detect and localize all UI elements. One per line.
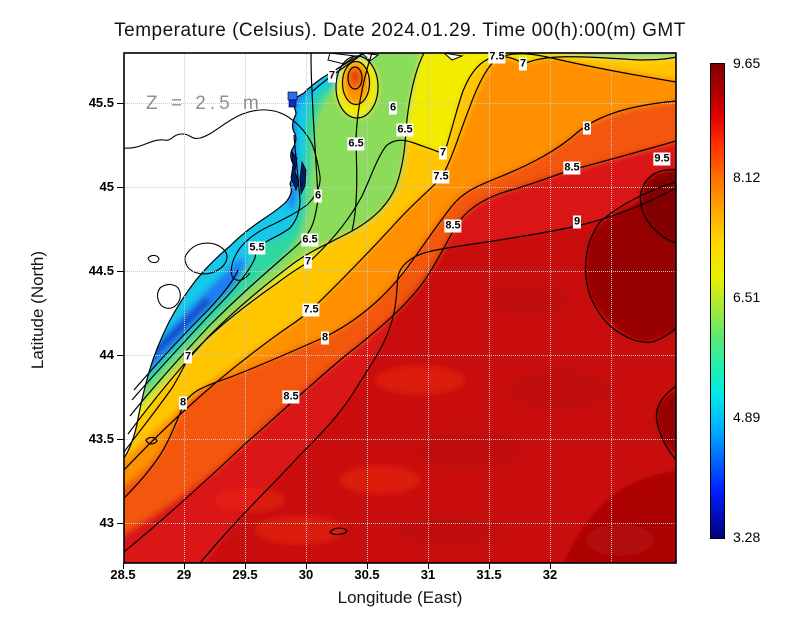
x-tick-label: 30: [298, 567, 314, 582]
contour-label: 8.5: [563, 161, 581, 175]
grid-line-vertical: [428, 53, 429, 563]
grid-line-horizontal: [124, 187, 676, 188]
x-tick-label: 31.5: [476, 567, 502, 582]
contour-label: 6: [388, 101, 398, 115]
x-tick-label: 30.5: [354, 567, 380, 582]
x-tick-label: 31: [420, 567, 436, 582]
y-tick-label: 45: [99, 179, 114, 194]
x-tick-mark: [184, 563, 185, 569]
contour-label: 7: [438, 146, 448, 160]
x-tick-label: 29.5: [232, 567, 258, 582]
colorbar-label: 9.65: [733, 55, 761, 71]
contour-label: 6.5: [396, 123, 414, 137]
coastal-cold-streaks: [290, 150, 307, 196]
x-axis-title: Longitude (East): [337, 588, 463, 607]
x-tick-mark: [245, 563, 246, 569]
y-tick-mark: [117, 523, 124, 524]
contour-label: 7: [518, 57, 528, 71]
plot-title: Temperature (Celsius). Date 2024.01.29. …: [114, 20, 686, 41]
y-tick-label: 43: [99, 515, 114, 530]
contour-label: 7.5: [432, 170, 450, 184]
contour-label: 9.5: [653, 152, 671, 166]
x-tick-mark: [550, 563, 551, 569]
y-tick-mark: [117, 439, 124, 440]
grid-line-vertical: [184, 53, 185, 563]
grid-line-horizontal: [124, 523, 676, 524]
contour-label: 7.5: [302, 303, 320, 317]
contour-label: 8.5: [444, 219, 462, 233]
contour-label: 8: [582, 121, 592, 135]
contour-label: 7: [183, 350, 193, 364]
x-tick-mark: [489, 563, 490, 569]
contour-label: 8: [178, 396, 188, 410]
grid-line-vertical: [245, 53, 246, 563]
y-tick-mark: [117, 103, 124, 104]
contour-label: 7.5: [488, 50, 506, 64]
grid-line-vertical: [367, 53, 368, 563]
plot-border: [123, 52, 677, 564]
colorbar-label: 8.12: [733, 169, 761, 185]
y-tick-mark: [117, 355, 124, 356]
contour-label: 5.5: [248, 241, 266, 255]
contour-label: 7: [327, 69, 337, 83]
grid-line-horizontal: [124, 439, 676, 440]
x-tick-mark: [123, 563, 124, 569]
depth-annotation: Z = 2.5 m: [146, 93, 263, 114]
y-tick-label: 44.5: [88, 263, 114, 278]
contour-label: 6.5: [301, 233, 319, 247]
y-tick-mark: [117, 187, 124, 188]
contour-label: 6: [313, 189, 323, 203]
x-tick-label: 32: [542, 567, 558, 582]
contour-label: 6.5: [347, 137, 365, 151]
y-tick-label: 45.5: [88, 95, 114, 110]
grid-line-vertical: [550, 53, 551, 563]
x-tick-mark: [306, 563, 307, 569]
contour-label: 8: [320, 331, 330, 345]
y-tick-label: 44: [99, 347, 114, 362]
x-tick-label: 28.5: [110, 567, 136, 582]
colorbar-label: 3.28: [733, 529, 761, 545]
grid-line-vertical: [611, 53, 612, 563]
x-tick-mark: [367, 563, 368, 569]
grid-line-horizontal: [124, 355, 676, 356]
y-tick-label: 43.5: [88, 431, 114, 446]
grid-line-vertical: [489, 53, 490, 563]
x-tick-label: 29: [176, 567, 192, 582]
colorbar-label: 4.89: [733, 409, 761, 425]
y-tick-mark: [117, 271, 124, 272]
lagoon-shorelines: [124, 109, 321, 309]
grid-line-horizontal: [124, 103, 676, 104]
contour-label: 9: [572, 215, 582, 229]
y-axis-title: Latitude (North): [28, 250, 47, 370]
contour-label: 7: [303, 255, 313, 269]
station-marker: [287, 91, 298, 108]
colorbar-label: 6.51: [733, 289, 761, 305]
colorbar: [710, 63, 725, 539]
contour-label: 8.5: [282, 390, 300, 404]
x-tick-mark: [428, 563, 429, 569]
